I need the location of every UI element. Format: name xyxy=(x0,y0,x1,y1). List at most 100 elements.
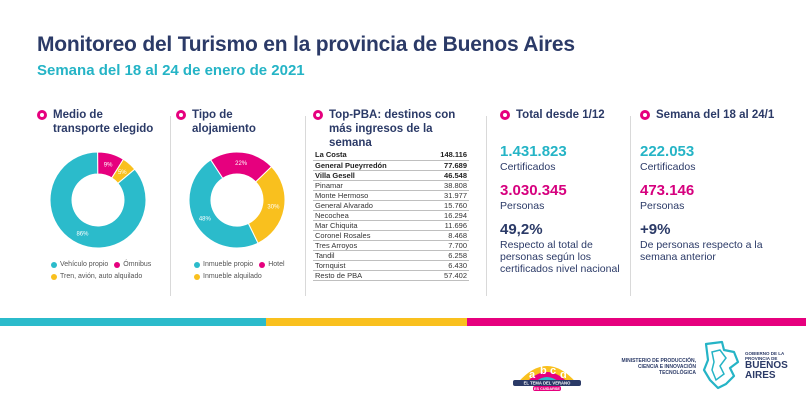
destination-name: General Alvarado xyxy=(313,200,424,211)
legend-label: Ómnibus xyxy=(123,261,152,268)
legend-label: Inmueble alquilado xyxy=(203,273,262,280)
divider xyxy=(486,116,487,296)
transport-donut-chart: 86% 9% 5% xyxy=(49,151,147,249)
destination-value: 15.760 xyxy=(423,200,469,211)
donut-slice-0 xyxy=(188,159,259,249)
transport-legend: Vehículo propio Ómnibus Tren, avión, auto… xyxy=(51,260,171,284)
legend-label: Hotel xyxy=(268,261,285,268)
destination-name: Pinamar xyxy=(313,180,424,191)
donut-slice-label: 30% xyxy=(267,204,280,210)
page-title: Monitoreo del Turismo en la provincia de… xyxy=(37,33,575,56)
table-row: General Pueyrredón 77.689 xyxy=(313,160,469,171)
total-title: Total desde 1/12 xyxy=(516,109,605,121)
gov-name-label: BUENOS AIRES xyxy=(745,360,788,381)
page-subtitle: Semana del 18 al 24 de enero de 2021 xyxy=(37,62,305,79)
svg-text:d: d xyxy=(560,369,567,381)
bullet-icon xyxy=(176,110,186,120)
donut-slice-2 xyxy=(247,165,286,244)
government-logo: GOBIERNO DE LA PROVINCIA DE BUENOS AIRES xyxy=(745,351,801,381)
destination-name: Coronel Rosales xyxy=(313,230,424,241)
destination-value: 77.689 xyxy=(423,160,469,171)
destination-value: 57.402 xyxy=(423,270,469,281)
legend-dot-icon xyxy=(51,262,57,268)
destinations-panel: Top-PBA: destinos con más ingresos de la… xyxy=(313,108,473,298)
total-people-label: Personas xyxy=(500,200,545,212)
week-certificates-value: 222.053 xyxy=(640,143,695,160)
campaign-line1: EL TEMA DEL VERANO xyxy=(524,381,571,386)
legend-dot-icon xyxy=(194,262,200,268)
table-row: Tornquist 6.430 xyxy=(313,260,469,271)
destination-value: 148.116 xyxy=(423,150,469,161)
total-certificates-value: 1.431.823 xyxy=(500,143,567,160)
total-share-value: 49,2% xyxy=(500,221,543,238)
donut-slice-label: 9% xyxy=(104,162,113,168)
table-row: Villa Gesell 46.548 xyxy=(313,170,469,181)
destination-value: 46.548 xyxy=(423,170,469,181)
bullet-icon xyxy=(500,110,510,120)
table-row: Necochea 16.294 xyxy=(313,210,469,221)
table-row: Coronel Rosales 8.468 xyxy=(313,230,469,241)
bullet-icon xyxy=(37,110,47,120)
legend-label: Tren, avión, auto alquilado xyxy=(60,273,143,280)
destination-name: Monte Hermoso xyxy=(313,190,424,201)
svg-text:b: b xyxy=(540,365,547,377)
ministry-label: MINISTERIO DE PRODUCCIÓN, CIENCIA E INNO… xyxy=(621,358,696,376)
table-row: La Costa 148.116 xyxy=(313,150,469,161)
table-row: Tandil 6.258 xyxy=(313,250,469,261)
destination-value: 7.700 xyxy=(423,240,469,251)
lodging-donut-chart: 48% 22% 30% xyxy=(188,151,286,249)
destination-value: 31.977 xyxy=(423,190,469,201)
destination-name: Resto de PBA xyxy=(313,270,424,281)
donut-slice-label: 48% xyxy=(199,216,212,222)
lodging-legend: Inmueble propio Hotel Inmueble alquilado xyxy=(194,260,304,284)
week-title: Semana del 18 al 24/1 xyxy=(656,109,775,121)
table-row: Pinamar 38.808 xyxy=(313,180,469,191)
destination-name: Tandil xyxy=(313,250,424,261)
legend-dot-icon xyxy=(51,274,57,280)
legend-dot-icon xyxy=(259,262,266,268)
destination-value: 11.696 xyxy=(423,220,469,231)
bullet-icon xyxy=(313,110,323,120)
total-certificates-label: Certificados xyxy=(500,161,556,173)
gov-top-label: GOBIERNO DE LA PROVINCIA DE xyxy=(745,351,785,361)
destination-name: Villa Gesell xyxy=(313,170,424,181)
table-row: General Alvarado 15.760 xyxy=(313,200,469,211)
destination-value: 6.258 xyxy=(423,250,469,261)
donut-slice-label: 86% xyxy=(76,232,89,238)
donut-slice-0 xyxy=(49,151,147,249)
destination-name: Tornquist xyxy=(313,260,424,271)
total-people-value: 3.030.345 xyxy=(500,182,567,199)
week-change-label: De personas respecto a la semana anterio… xyxy=(640,239,763,263)
campaign-line2: ES CUIDARSE xyxy=(534,387,560,391)
lodging-title: Tipo de alojamiento xyxy=(192,109,256,135)
svg-text:c: c xyxy=(550,365,556,377)
destination-value: 38.808 xyxy=(423,180,469,191)
stripe-segment xyxy=(0,318,266,326)
week-people-value: 473.146 xyxy=(640,182,695,199)
transport-title: Medio de transporte elegido xyxy=(53,109,154,135)
destination-name: General Pueyrredón xyxy=(313,160,424,171)
destination-value: 6.430 xyxy=(423,260,469,271)
total-panel: Total desde 1/12 1.431.823 Certificados … xyxy=(500,108,635,298)
stripe-segment xyxy=(265,318,468,326)
legend-dot-icon xyxy=(114,262,121,268)
divider xyxy=(170,116,171,296)
legend-label: Vehículo propio xyxy=(60,261,109,268)
divider xyxy=(630,116,631,296)
lodging-panel: Tipo de alojamiento 48% 22% 30% Inmueble p… xyxy=(176,108,298,298)
table-row: Tres Arroyos 7.700 xyxy=(313,240,469,251)
week-people-label: Personas xyxy=(640,200,685,212)
week-change-value: +9% xyxy=(640,221,671,238)
color-stripe xyxy=(0,318,806,326)
table-row: Mar Chiquita 11.696 xyxy=(313,220,469,231)
destination-name: La Costa xyxy=(313,150,424,161)
legend-dot-icon xyxy=(194,274,200,280)
donut-slice-label: 5% xyxy=(118,170,127,176)
donut-slice-label: 22% xyxy=(235,161,248,167)
destination-name: Mar Chiquita xyxy=(313,220,424,231)
svg-text:a: a xyxy=(529,369,536,381)
province-map-icon xyxy=(702,340,740,390)
destination-value: 16.294 xyxy=(423,210,469,221)
total-share-label: Respecto al total de personas según los … xyxy=(500,239,620,275)
